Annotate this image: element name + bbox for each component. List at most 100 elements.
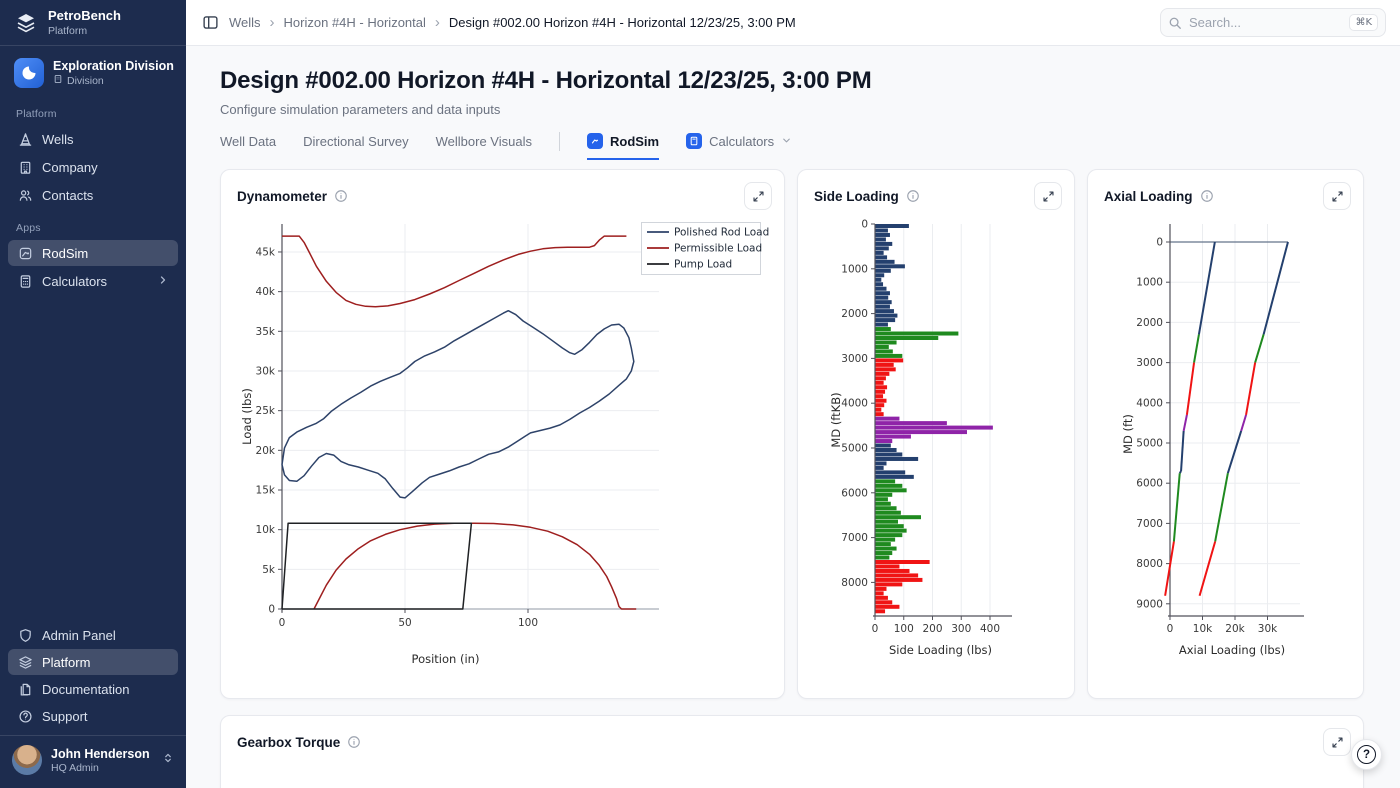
sidebar-toggle-icon[interactable] [202, 14, 219, 31]
calculators-app-icon [686, 133, 703, 149]
sidebar-item-documentation[interactable]: Documentation [8, 676, 178, 702]
sidebar: PetroBench Platform Exploration Division… [0, 0, 192, 788]
info-icon[interactable] [1200, 189, 1214, 203]
tab-calculators[interactable]: Calculators [686, 133, 792, 160]
sidebar-item-platform[interactable]: Platform [8, 649, 178, 675]
expand-button[interactable] [1034, 182, 1062, 210]
user-role: HQ Admin [51, 761, 99, 774]
breadcrumb: Wells › Horizon #4H - Horizontal › Desig… [229, 14, 796, 31]
tab-directional-survey[interactable]: Directional Survey [303, 134, 409, 149]
page-title: Design #002.00 Horizon #4H - Horizontal … [220, 67, 872, 94]
chevron-updown-icon [162, 751, 174, 769]
rodsim-app-icon [586, 133, 603, 149]
sidebar-item-label: Wells [42, 131, 74, 147]
svg-text:6000: 6000 [1136, 478, 1163, 490]
svg-text:2000: 2000 [1136, 317, 1163, 329]
org-type: Division [67, 74, 104, 87]
axial-loading-chart: 0 1000 2000 3000 4000 5000 6000 7000 8000 9000 0 10… [1088, 210, 1363, 677]
chevron-right-icon: › [434, 14, 440, 31]
help-fab[interactable]: ? [1351, 739, 1382, 770]
building-icon [17, 159, 33, 175]
sidebar-item-support[interactable]: Support [8, 703, 178, 729]
card-title: Side Loading [814, 188, 899, 204]
search-input[interactable] [1189, 15, 1343, 30]
shortcut-badge: ⌘K [1349, 14, 1378, 31]
expand-button[interactable] [1323, 728, 1351, 756]
sidebar-section-apps: Apps [16, 222, 41, 234]
svg-text:9000: 9000 [1136, 598, 1163, 610]
card-title: Dynamometer [237, 188, 328, 204]
svg-text:7000: 7000 [1136, 518, 1163, 530]
sidebar-item-company[interactable]: Company [8, 154, 178, 180]
info-icon[interactable] [347, 735, 361, 749]
gearbox-torque-chart: 1k Balanced [221, 764, 1363, 788]
tab-wellbore-visuals[interactable]: Wellbore Visuals [435, 134, 532, 149]
main-area: Wells › Horizon #4H - Horizontal › Desig… [186, 0, 1400, 788]
search-box[interactable]: ⌘K [1160, 8, 1386, 37]
breadcrumb-current: Design #002.00 Horizon #4H - Horizontal … [448, 15, 796, 30]
svg-text:Position (in): Position (in) [412, 652, 480, 666]
info-icon[interactable] [334, 189, 348, 203]
help-circle-icon [17, 708, 33, 724]
svg-text:200: 200 [922, 623, 942, 635]
svg-text:0: 0 [1156, 237, 1163, 249]
sidebar-item-label: Support [42, 708, 88, 724]
sidebar-item-label: Admin Panel [42, 627, 116, 643]
svg-text:8000: 8000 [1136, 558, 1163, 570]
sidebar-item-label: Calculators [42, 273, 108, 289]
info-icon[interactable] [906, 189, 920, 203]
breadcrumb-well[interactable]: Horizon #4H - Horizontal [283, 15, 426, 30]
user-name: John Henderson [51, 746, 150, 761]
expand-button[interactable] [744, 182, 772, 210]
svg-text:0: 0 [279, 617, 286, 629]
user-menu[interactable]: John Henderson HQ Admin [0, 735, 186, 784]
page-content: Design #002.00 Horizon #4H - Horizontal … [186, 46, 1400, 788]
svg-text:8000: 8000 [841, 577, 868, 589]
app-name: PetroBench [48, 8, 121, 24]
petrobench-logo-icon [13, 10, 39, 36]
svg-text:4000: 4000 [1136, 397, 1163, 409]
svg-text:0: 0 [861, 219, 868, 231]
svg-text:3000: 3000 [841, 353, 868, 365]
svg-text:45k: 45k [256, 246, 276, 258]
svg-text:5000: 5000 [1136, 438, 1163, 450]
org-icon [14, 58, 44, 88]
org-switcher[interactable]: Exploration Division Division [8, 53, 192, 93]
tab-rodsim[interactable]: RodSim [586, 133, 660, 160]
sidebar-item-rodsim[interactable]: RodSim [8, 240, 178, 266]
chevron-right-icon: › [269, 14, 275, 31]
svg-text:10k: 10k [1193, 623, 1213, 635]
sidebar-footer: Admin Panel Platform Documentation Suppo… [0, 621, 186, 788]
sidebar-item-label: Platform [42, 654, 91, 670]
org-name: Exploration Division [53, 59, 174, 73]
svg-text:300: 300 [951, 623, 971, 635]
svg-text:25k: 25k [256, 405, 276, 417]
page-subtitle: Configure simulation parameters and data… [220, 102, 501, 117]
svg-text:50: 50 [398, 617, 411, 629]
people-icon [17, 187, 33, 203]
sidebar-item-admin-panel[interactable]: Admin Panel [8, 622, 178, 648]
card-title: Axial Loading [1104, 188, 1193, 204]
sidebar-item-label: Company [42, 159, 98, 175]
expand-button[interactable] [1323, 182, 1351, 210]
svg-text:Side Loading (lbs): Side Loading (lbs) [889, 643, 992, 657]
svg-text:20k: 20k [256, 445, 276, 457]
sidebar-item-wells[interactable]: Wells [8, 126, 178, 152]
sidebar-item-contacts[interactable]: Contacts [8, 182, 178, 208]
calculator-icon [17, 273, 33, 289]
app-logo[interactable]: PetroBench Platform [0, 0, 186, 46]
building-icon [53, 74, 63, 87]
svg-text:5k: 5k [262, 564, 276, 576]
avatar [12, 745, 42, 775]
svg-text:Permissible Load: Permissible Load [674, 243, 762, 255]
svg-text:0: 0 [872, 623, 879, 635]
tab-well-data[interactable]: Well Data [220, 134, 277, 149]
svg-text:400: 400 [980, 623, 1000, 635]
svg-text:35k: 35k [256, 326, 276, 338]
svg-text:6000: 6000 [841, 487, 868, 499]
breadcrumb-wells[interactable]: Wells [229, 15, 261, 30]
sidebar-item-calculators[interactable]: Calculators [8, 268, 178, 294]
tab-divider [558, 132, 560, 151]
charts-row: Dynamometer 0 5k 10k 15k 20k 25k 30k 35k 40k 45k 0… [220, 169, 1366, 699]
